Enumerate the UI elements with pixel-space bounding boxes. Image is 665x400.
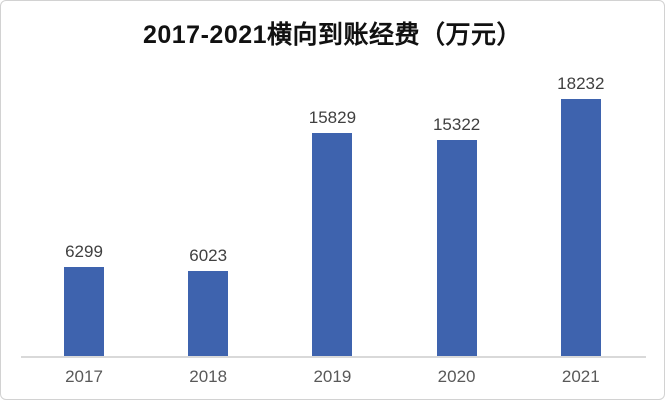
category-label: 2019 (313, 367, 352, 386)
bar-value-label: 15829 (308, 108, 357, 127)
bar-2017 (64, 267, 104, 356)
bar-value-label: 6299 (65, 242, 103, 261)
category-label: 2017 (65, 367, 103, 386)
bar-2019 (312, 133, 353, 356)
bar-value-label: 18232 (557, 74, 605, 93)
bar-value-label: 6023 (189, 246, 228, 265)
category-label: 2018 (189, 367, 228, 386)
x-axis-line (21, 356, 646, 358)
chart-title: 2017-2021横向到账经费（万元） (142, 21, 523, 49)
bar-2020 (436, 140, 477, 356)
category-label: 2020 (437, 367, 476, 386)
bar-value-label: 15322 (432, 115, 481, 134)
bar-2021 (560, 99, 601, 356)
category-label: 2021 (561, 367, 600, 386)
bar-2018 (188, 271, 229, 356)
